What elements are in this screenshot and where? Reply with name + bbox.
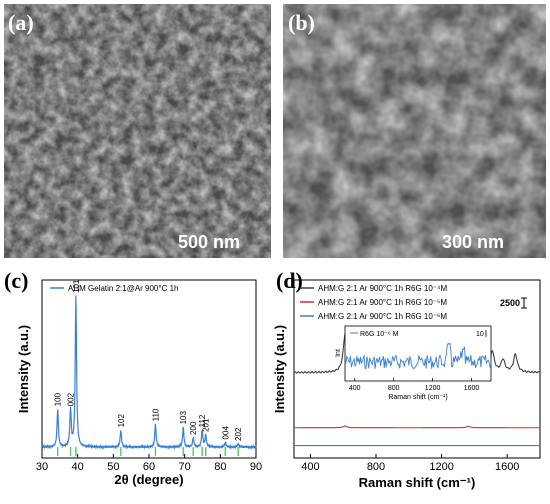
inset-frame <box>344 325 492 382</box>
x-tick-label: 40 <box>72 461 84 473</box>
x-tick-label: 80 <box>214 461 226 473</box>
inset-scale-label: 10 <box>476 331 484 338</box>
inset-x-label: Raman shift (cm⁻¹) <box>388 394 447 401</box>
panel-c: (c) 30 40 50 60 70 80 90 100 002 101 102 110 103200… <box>4 268 262 487</box>
inset-tick-label: 1600 <box>464 385 480 392</box>
inset-series-line <box>344 342 492 370</box>
x-tick-label: 1200 <box>429 461 453 473</box>
reference-lines-c <box>56 447 239 456</box>
peak-label: 200 <box>189 421 198 435</box>
panel-label-a: (a) <box>8 10 34 35</box>
legend-label-c: AHM Gelatin 2:1@Ar 900°C 1h <box>68 284 178 293</box>
y-axis-label-c: Intensity (a.u.) <box>16 325 31 413</box>
sem-texture-a <box>4 4 271 258</box>
inset-tick-label: 400 <box>349 385 361 392</box>
intensity-scale-label-d: 2500 <box>500 298 520 308</box>
legend-label: AHM:G 2:1 Ar 900°C 1h R6G 10⁻⁴M <box>318 284 447 293</box>
inset-legend-label: R6G 10⁻⁶ M <box>360 331 399 338</box>
peak-label: 112 <box>198 414 207 427</box>
panel-b: (b) 300 nm <box>283 4 546 258</box>
x-tick-label: 90 <box>250 461 262 473</box>
legend-label: AHM:G 2:1 Ar 900°C 1h R6G 10⁻⁶M <box>318 312 447 321</box>
inset-tick-label: 800 <box>388 385 400 392</box>
xrd-pattern-line <box>41 295 257 451</box>
legend-d: AHM:G 2:1 Ar 900°C 1h R6G 10⁻⁴M AHM:G 2:1… <box>300 284 447 321</box>
x-tick-label: 60 <box>143 461 155 473</box>
x-axis-label-c: 2θ (degree) <box>114 472 183 487</box>
peak-label: 002 <box>67 392 76 406</box>
peak-label: 110 <box>151 408 160 421</box>
x-tick-label: 70 <box>179 461 191 473</box>
inset-d: R6G 10⁻⁶ M 10 Int 400 800 1200 1600 Raman s… <box>335 325 492 401</box>
peak-label: 202 <box>234 427 243 441</box>
peak-label: 100 <box>54 392 63 406</box>
panel-d: (d) 400 800 1200 1600 AHM:G 2:1 Ar 900°C 1h… <box>272 268 541 490</box>
x-tick-label: 400 <box>301 461 319 473</box>
x-tick-label: 30 <box>36 461 48 473</box>
x-ticks-c: 30 40 50 60 70 80 90 <box>36 454 262 473</box>
inset-tick-label: 1200 <box>425 385 441 392</box>
x-tick-label: 1600 <box>495 461 519 473</box>
inset-y-label: Int <box>335 349 342 357</box>
panel-a: (a) 500 nm <box>4 4 271 258</box>
peak-label: 004 <box>221 426 230 440</box>
peak-label: 102 <box>117 414 126 428</box>
scale-bar-label-b: 300 nm <box>442 232 504 252</box>
x-ticks-d: 400 800 1200 1600 <box>301 454 519 473</box>
scale-bar-label-a: 500 nm <box>178 232 240 252</box>
peak-label: 101 <box>72 279 81 293</box>
inset-x-ticks: 400 800 1200 1600 <box>349 378 480 392</box>
legend-label: AHM:G 2:1 Ar 900°C 1h R6G 10⁻⁵M <box>318 298 447 307</box>
plot-frame-d <box>293 279 541 459</box>
sem-texture-b <box>283 4 546 258</box>
peak-label: 103 <box>179 411 188 425</box>
raman-series-line <box>294 425 540 429</box>
peak-label: 201 <box>202 418 211 432</box>
y-axis-label-d: Intensity (a.u.) <box>272 325 287 413</box>
x-axis-label-d: Raman shift (cm⁻¹) <box>359 475 476 490</box>
x-tick-label: 50 <box>107 461 119 473</box>
x-tick-label: 800 <box>367 461 385 473</box>
panel-label-c: (c) <box>4 268 28 293</box>
panel-label-b: (b) <box>288 10 315 35</box>
